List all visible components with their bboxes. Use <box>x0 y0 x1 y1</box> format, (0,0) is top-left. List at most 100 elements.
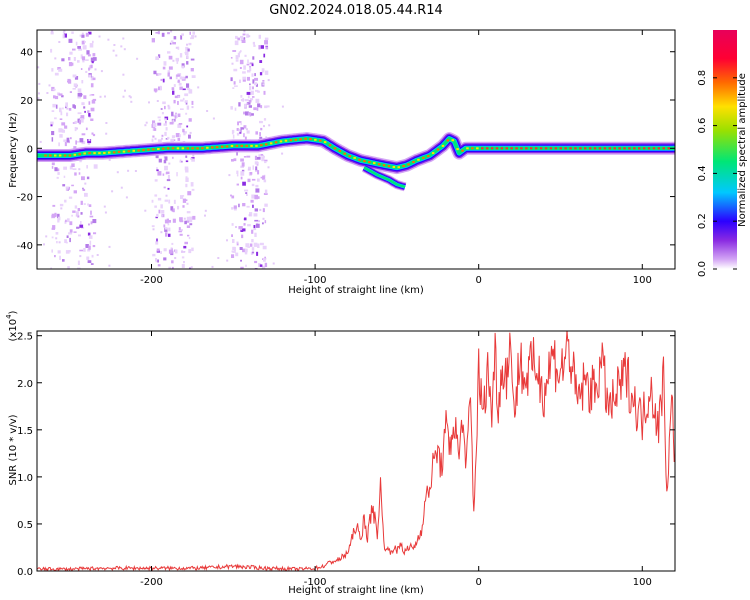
noise-speck <box>51 213 56 218</box>
noise-speck <box>157 31 160 35</box>
noise-speck <box>237 52 240 58</box>
noise-speck <box>253 242 258 247</box>
noise-speck <box>90 107 95 112</box>
noise-speck <box>240 95 243 98</box>
noise-speck <box>249 83 251 86</box>
ridge-peak <box>93 152 96 155</box>
noise-speck <box>178 113 181 117</box>
ridge-peak <box>598 147 602 150</box>
noise-speck <box>90 83 94 88</box>
noise-speck <box>231 223 234 226</box>
noise-speck <box>171 242 174 245</box>
snr-frame <box>36 330 676 572</box>
ridge-peak <box>166 147 170 150</box>
noise-speck <box>66 235 69 238</box>
ridge-peak <box>323 141 327 144</box>
ridge-peak <box>584 147 587 150</box>
noise-speck <box>50 267 52 269</box>
noise-speck <box>166 218 169 221</box>
ridge-peak <box>549 147 553 150</box>
noise-speck <box>189 31 191 35</box>
noise-speck <box>185 102 188 105</box>
ridge-peak <box>417 158 420 161</box>
noise-speck <box>92 98 97 101</box>
noise-speck <box>152 253 156 257</box>
noise-speck <box>182 195 185 197</box>
noise-speck <box>84 182 87 185</box>
noise-speck <box>75 140 77 145</box>
ridge-peak <box>544 147 548 150</box>
noise-speck <box>72 168 77 170</box>
noise-speck <box>68 232 73 235</box>
ridge-peak <box>127 150 131 153</box>
noise-speck <box>262 83 265 86</box>
noise-speck <box>51 236 54 239</box>
noise-speck <box>192 154 195 157</box>
ridge-peak <box>633 147 636 150</box>
ridge-core <box>44 137 670 169</box>
noise-speck <box>185 112 188 115</box>
ridge-peak <box>407 163 410 166</box>
noise-speck <box>262 80 265 82</box>
noise-speck <box>75 86 78 88</box>
noise-speck <box>77 112 82 115</box>
noise-speck <box>232 134 235 139</box>
noise-speck <box>104 211 107 214</box>
ridge-peak <box>250 144 253 147</box>
noise-speck <box>186 43 188 46</box>
noise-speck <box>240 35 244 39</box>
noise-speck <box>231 159 234 162</box>
ridge-peak <box>44 154 47 157</box>
noise-speck <box>166 179 171 182</box>
noise-speck <box>108 264 111 267</box>
noise-speck <box>152 122 157 128</box>
noise-speck <box>183 131 187 134</box>
ridge-peak <box>392 166 396 168</box>
noise-speck <box>250 113 254 116</box>
noise-speck <box>68 57 71 61</box>
noise-speck <box>181 250 184 253</box>
noise-speck <box>167 104 170 107</box>
noise-speck <box>113 44 116 46</box>
noise-speck <box>160 78 163 81</box>
noise-speck <box>63 30 66 33</box>
noise-speck <box>189 131 192 134</box>
noise-speck <box>257 243 260 248</box>
ridge-peak <box>314 138 317 141</box>
noise-speck <box>185 75 188 79</box>
noise-speck <box>168 66 173 70</box>
noise-speck <box>243 125 246 128</box>
noise-speck <box>254 194 258 200</box>
noise-speck <box>160 251 162 254</box>
noise-speck <box>89 215 94 218</box>
noise-speck <box>170 247 173 250</box>
noise-speck <box>81 102 85 106</box>
noise-speck <box>125 196 128 199</box>
ridge-peak <box>88 152 91 155</box>
noise-speck <box>80 212 83 215</box>
noise-speck <box>184 220 187 225</box>
noise-speck <box>63 139 67 142</box>
noise-speck <box>185 168 189 173</box>
ridge-peak <box>525 147 528 150</box>
noise-speck <box>164 227 168 230</box>
noise-speck <box>231 207 234 210</box>
snr-multiplier-base: (x10 <box>8 319 19 342</box>
noise-speck <box>248 35 251 38</box>
noise-speck <box>46 92 49 94</box>
noise-speck <box>186 105 190 110</box>
noise-speck <box>115 54 118 57</box>
noise-speck <box>206 110 209 112</box>
noise-speck <box>191 35 195 39</box>
noise-speck <box>263 258 266 262</box>
noise-speck <box>183 217 186 220</box>
noise-speck <box>182 88 186 91</box>
noise-speck <box>161 134 164 137</box>
noise-speck <box>155 241 159 245</box>
noise-speck <box>249 62 254 65</box>
ridge-peak <box>485 147 489 150</box>
ridge-peak <box>245 144 248 147</box>
noise-speck <box>246 33 249 38</box>
noise-speck <box>168 249 173 254</box>
